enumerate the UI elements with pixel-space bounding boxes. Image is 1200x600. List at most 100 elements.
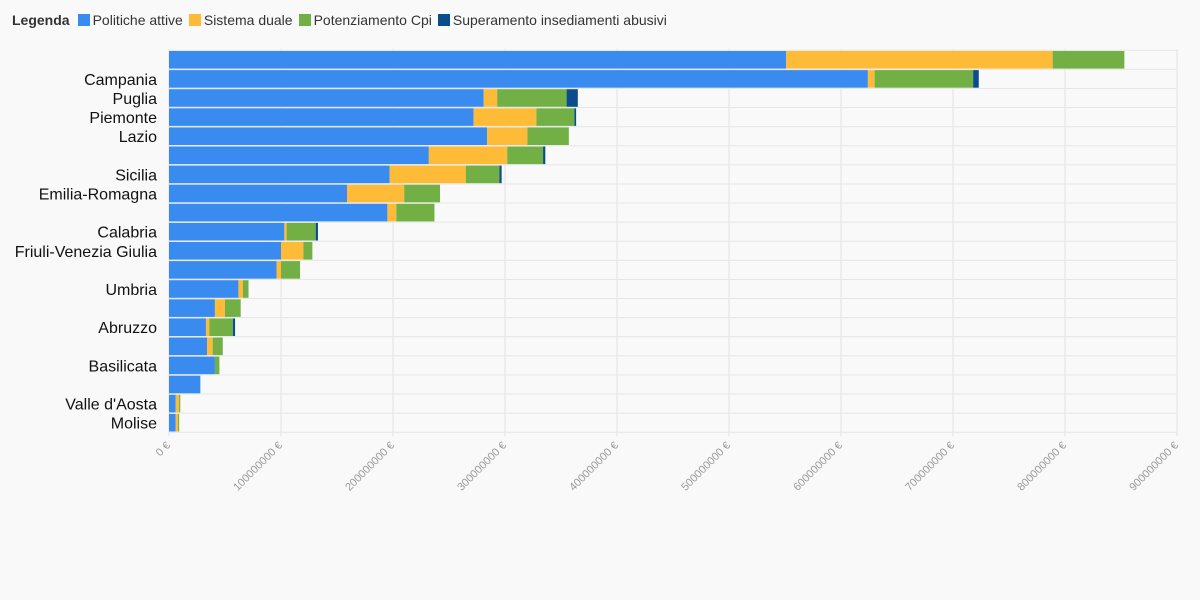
legend-swatch [77,14,90,26]
bar-segment-superamento-insediamenti-abusivi [566,89,578,107]
grid-lines [168,49,1178,436]
legend-item-politiche-attive[interactable]: Politiche attive [77,12,183,28]
legend-item-sistema-duale[interactable]: Sistema duale [188,12,293,28]
bar-segment-sistema-duale [483,89,498,107]
bar-segment-sistema-duale [214,299,225,317]
x-tick-label: 800000000 € [1015,440,1069,494]
bar-segment-sistema-duale [487,127,528,145]
bar-segment-potenziamento-cpi [303,242,313,260]
bar-segment-sistema-duale [387,203,397,222]
x-tick-label: 600000000 € [791,440,845,494]
bar-segment-potenziamento-cpi [465,165,500,184]
bar-segment-potenziamento-cpi [497,89,567,107]
bar-segment-potenziamento-cpi [507,146,544,165]
bar-segment-sistema-duale [786,51,1053,69]
bar-segment-sistema-duale [238,280,243,298]
bar-segment-potenziamento-cpi [1052,51,1125,69]
bar-segment-politiche-attive [169,318,206,336]
chart-legend: Legenda Politiche attive Sistema duale P… [12,12,673,28]
category-labels: Campania Puglia Piemonte Lazio Sicilia Emilia… [15,72,157,433]
bars [169,51,1125,432]
bar-segment-sistema-duale [205,318,210,336]
legend-title: Legenda [12,12,70,28]
category-label: Abruzzo [98,320,157,337]
legend-label: Potenziamento Cpi [313,12,432,28]
bar-segment-superamento-insediamenti-abusivi [574,108,577,126]
category-label: Valle d'Aosta [65,397,157,414]
bar-segment-potenziamento-cpi [225,299,241,317]
category-label: Emilia-Romagna [39,187,157,204]
bar-segment-sistema-duale [473,108,537,126]
bar-segment-politiche-attive [169,127,488,145]
legend-swatch [298,14,311,26]
category-label: Sicilia [115,167,157,184]
legend-label: Politiche attive [92,12,183,28]
bar-segment-sistema-duale [276,261,281,279]
bar-segment-potenziamento-cpi [209,318,233,336]
bar-segment-sistema-duale [284,222,287,241]
x-tick-label: 300000000 € [455,440,509,494]
bar-segment-potenziamento-cpi [536,108,575,126]
bar-segment-sistema-duale [175,413,178,432]
bar-segment-sistema-duale [428,146,508,165]
legend-label: Superamento insediamenti abusivi [452,12,667,28]
bar-segment-superamento-insediamenti-abusivi [232,318,236,336]
category-label: Campania [84,72,157,89]
x-tick-label: 200000000 € [343,440,397,494]
bar-segment-potenziamento-cpi [286,222,316,241]
bar-segment-sistema-duale [175,394,180,413]
bar-segment-politiche-attive [169,108,474,126]
bar-segment-sistema-duale [867,70,875,88]
legend-item-potenziamento-cpi[interactable]: Potenziamento Cpi [298,12,432,28]
category-label: Friuli-Venezia Giulia [15,244,157,261]
legend-item-superamento-insediamenti[interactable]: Superamento insediamenti abusivi [437,12,667,28]
bar-segment-potenziamento-cpi [242,280,249,298]
category-label: Lazio [119,129,157,146]
bar-segment-potenziamento-cpi [177,413,180,432]
bar-segment-potenziamento-cpi [396,203,435,222]
x-tick-label: 400000000 € [567,440,621,494]
legend-swatch [188,14,201,26]
bar-segment-politiche-attive [169,242,281,260]
bar-segment-potenziamento-cpi [527,127,569,145]
bar-segment-potenziamento-cpi [212,337,223,356]
legend-label: Sistema duale [203,12,293,28]
bar-segment-sistema-duale [207,337,213,356]
bar-segment-potenziamento-cpi [179,394,181,413]
bar-segment-sistema-duale [281,242,304,260]
category-label: Calabria [97,225,157,242]
bar-segment-politiche-attive [169,165,390,184]
bar-segment-politiche-attive [169,146,429,165]
category-label: Puglia [113,91,158,108]
bar-segment-potenziamento-cpi [281,261,301,279]
x-tick-label: 0 € [154,440,173,459]
x-axis-ticks: 0 € 100000000 € 200000000 € 300000000 € 4000… [154,440,1181,494]
x-tick-label: 700000000 € [903,440,957,494]
bar-segment-politiche-attive [169,413,176,432]
category-label: Molise [111,416,157,433]
bar-segment-politiche-attive [169,375,201,394]
bar-segment-politiche-attive [169,299,215,317]
bar-segment-potenziamento-cpi [214,356,220,375]
bar-segment-politiche-attive [169,337,208,356]
category-label: Piemonte [89,110,157,127]
x-tick-label: 100000000 € [231,440,285,494]
bar-segment-politiche-attive [169,222,285,241]
bar-segment-superamento-insediamenti-abusivi [499,165,502,184]
x-tick-label: 900000000 € [1127,440,1181,494]
x-tick-label: 500000000 € [679,440,733,494]
bar-segment-superamento-insediamenti-abusivi [543,146,546,165]
bar-segment-potenziamento-cpi [874,70,974,88]
category-label: Umbria [105,282,157,299]
bar-segment-politiche-attive [169,394,176,413]
category-label: Basilicata [89,358,158,375]
bar-segment-politiche-attive [169,184,348,203]
bar-segment-politiche-attive [169,203,388,222]
bar-segment-politiche-attive [169,280,239,298]
bar-segment-politiche-attive [169,70,868,88]
bar-segment-sistema-duale [347,184,405,203]
bar-segment-politiche-attive [169,51,787,69]
bar-segment-superamento-insediamenti-abusivi [973,70,979,88]
bar-segment-superamento-insediamenti-abusivi [315,222,318,241]
